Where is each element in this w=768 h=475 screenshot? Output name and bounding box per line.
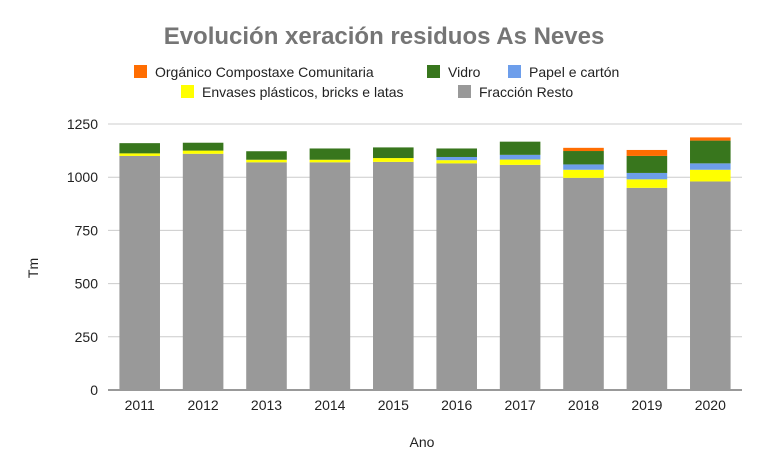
bar-stack-2016 <box>436 148 477 390</box>
legend-swatch <box>427 65 440 78</box>
bar-stack-2017 <box>499 141 541 390</box>
bar-segment <box>499 154 541 160</box>
bar-segment <box>373 147 414 159</box>
bar-segment <box>182 153 224 390</box>
bar-stack-2020 <box>690 137 731 390</box>
bar-segment <box>373 161 414 390</box>
bar-segment <box>690 169 731 182</box>
x-axis-ticks: 2011 2012 2013 2014 2015 2016 2017 2018 2019 2020 <box>125 397 726 413</box>
legend: Orgánico Compostaxe Comunitaria Vidro Pape… <box>134 64 619 100</box>
x-tick-label: 2013 <box>251 397 282 413</box>
legend-swatch <box>458 85 471 98</box>
x-tick-label: 2016 <box>441 397 472 413</box>
bar-segment <box>499 159 541 165</box>
bar-segment <box>246 159 287 163</box>
bar-segment <box>690 137 731 141</box>
bar-segment <box>309 162 351 390</box>
bar-segment <box>436 156 477 161</box>
x-tick-label: 2019 <box>631 397 662 413</box>
bar-stack-2011 <box>119 143 160 390</box>
x-tick-label: 2011 <box>125 397 155 413</box>
bar-stack-2019 <box>626 149 668 390</box>
legend-swatch <box>134 65 147 78</box>
bar-segment <box>690 140 731 164</box>
bar-segment <box>436 160 477 164</box>
bar-segment <box>563 164 604 170</box>
bar-segment <box>563 151 604 165</box>
y-tick-label: 1000 <box>67 169 98 185</box>
x-tick-label: 2015 <box>378 397 409 413</box>
bar-segment <box>690 181 731 390</box>
y-tick-label: 500 <box>75 276 99 292</box>
legend-label: Fracción Resto <box>479 84 573 100</box>
bar-segment <box>626 172 668 180</box>
bar-stack-2014 <box>309 148 351 390</box>
bar-segment <box>309 159 351 163</box>
bar-segment <box>373 158 414 162</box>
legend-item: Vidro <box>427 64 481 80</box>
bar-segment <box>563 177 604 390</box>
x-tick-label: 2017 <box>505 397 536 413</box>
x-tick-label: 2020 <box>695 397 726 413</box>
bar-stack-2018 <box>563 147 604 390</box>
bar-segment <box>436 148 477 157</box>
x-tick-label: 2014 <box>314 397 345 413</box>
x-axis-label: Ano <box>410 434 435 450</box>
bar-segment <box>626 149 668 156</box>
y-axis-ticks: 0 250 500 750 1000 1250 <box>67 116 98 398</box>
bars <box>119 137 731 390</box>
x-tick-label: 2018 <box>568 397 599 413</box>
bar-segment <box>182 142 224 151</box>
legend-swatch <box>181 85 194 98</box>
y-tick-label: 1250 <box>67 116 98 132</box>
legend-swatch <box>508 65 521 78</box>
bar-segment <box>246 151 287 160</box>
legend-item: Fracción Resto <box>458 84 573 100</box>
bar-segment <box>119 143 160 154</box>
bar-segment <box>499 164 541 390</box>
y-axis-label: Tm <box>25 258 41 278</box>
bar-stack-2015 <box>373 147 414 390</box>
legend-label: Vidro <box>448 64 481 80</box>
bar-stack-2012 <box>182 142 224 390</box>
y-tick-label: 250 <box>75 329 99 345</box>
x-tick-label: 2012 <box>188 397 219 413</box>
bar-segment <box>499 141 541 155</box>
bar-segment <box>563 147 604 152</box>
y-tick-label: 750 <box>75 222 99 238</box>
legend-label: Envases plásticos, bricks e latas <box>202 84 404 100</box>
bar-segment <box>309 148 351 160</box>
bar-segment <box>436 163 477 390</box>
bar-segment <box>626 155 668 173</box>
legend-item: Orgánico Compostaxe Comunitaria <box>134 64 374 80</box>
bar-segment <box>119 153 160 156</box>
bar-segment <box>690 163 731 170</box>
bar-stack-2013 <box>246 151 287 390</box>
bar-segment <box>563 169 604 178</box>
y-tick-label: 0 <box>90 382 98 398</box>
bar-segment <box>626 187 668 390</box>
legend-label: Orgánico Compostaxe Comunitaria <box>155 64 374 80</box>
legend-item: Papel e cartón <box>508 64 619 80</box>
legend-label: Papel e cartón <box>529 64 619 80</box>
bar-segment <box>626 179 668 188</box>
chart-title: Evolución xeración residuos As Neves <box>164 23 605 50</box>
bar-segment <box>246 162 287 390</box>
bar-segment <box>182 150 224 154</box>
bar-segment <box>119 155 160 390</box>
legend-item: Envases plásticos, bricks e latas <box>181 84 404 100</box>
